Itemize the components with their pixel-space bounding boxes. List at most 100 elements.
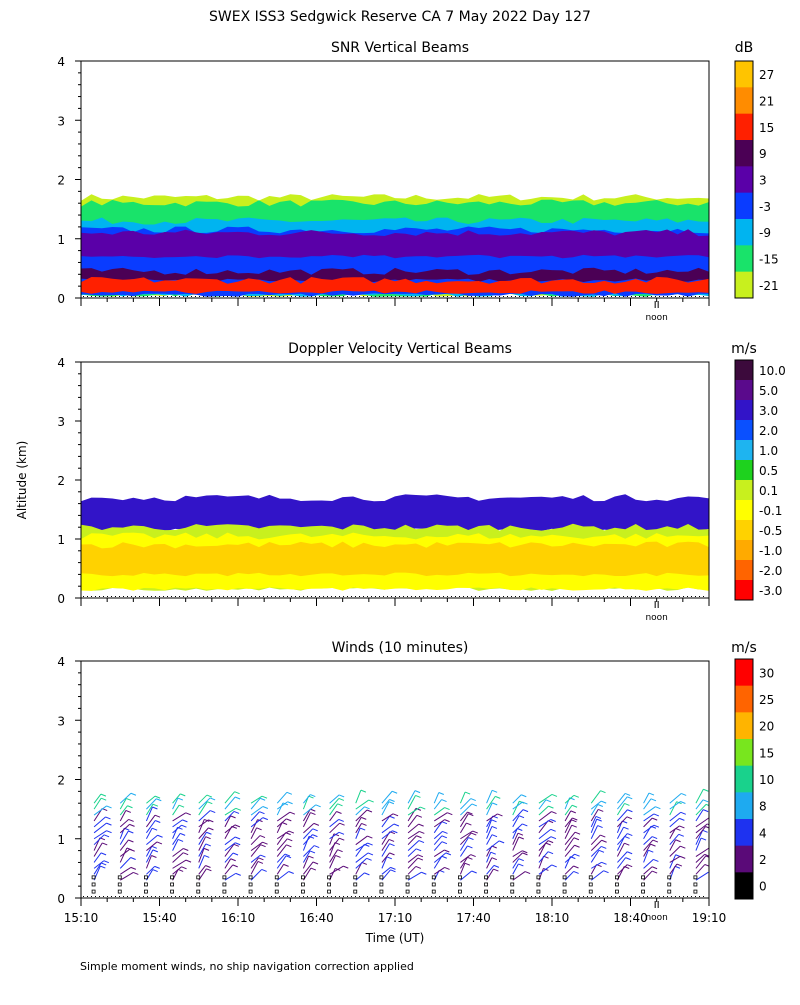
wind-barb-flag [288, 830, 295, 834]
wind-barb-flag [681, 793, 687, 796]
wind-barb-flag [288, 871, 294, 874]
wind-barb [564, 794, 575, 804]
wind-barb [119, 805, 128, 816]
calm-marker [117, 882, 122, 887]
wind-barb [198, 836, 207, 851]
wind-barb-flag [415, 794, 421, 798]
wind-profile [536, 793, 558, 894]
calm-marker [615, 882, 619, 887]
wind-barb [355, 823, 362, 834]
wind-barb-flag [262, 817, 268, 821]
wind-barb [276, 844, 287, 857]
wind-barb-flag [308, 855, 314, 859]
wind-barb [329, 865, 344, 875]
y-axis-label: Altitude (km) [15, 441, 29, 520]
colorbar-swatch [735, 113, 753, 141]
wind-barb-flag [127, 805, 133, 809]
wind-barb [276, 801, 288, 810]
wind-barb-flag [445, 852, 452, 856]
colorbar-swatch [735, 792, 753, 820]
wind-barb-flag [574, 844, 580, 848]
wind-barb [643, 836, 653, 846]
wind-barb [407, 823, 419, 834]
wind-barb-flag [284, 853, 291, 857]
wind-barb-flag [181, 866, 187, 870]
colorbar-frame [734, 658, 754, 900]
colorbar-label: 21 [759, 95, 774, 109]
wind-barb-flag [705, 826, 709, 829]
wind-barb [172, 859, 187, 869]
wind-barb [276, 871, 290, 881]
wind-barb [538, 799, 547, 810]
wind-barb [669, 825, 680, 834]
wind-barb-flag [518, 858, 524, 862]
colorbar-swatch [735, 420, 753, 441]
wind-barb-flag [338, 818, 344, 822]
wind-barb-flag [367, 835, 373, 839]
wind-barb-flag [205, 836, 211, 840]
wind-barb [433, 849, 445, 857]
wind-barb-flag [180, 793, 186, 797]
wind-barb [460, 811, 468, 822]
wind-barb-flag [414, 790, 421, 794]
wind-barb-flag [283, 863, 289, 867]
colorbar-swatch [735, 845, 753, 873]
wind-barb-flag [650, 843, 656, 847]
wind-barb [119, 792, 132, 804]
wind-barb-flag [234, 796, 241, 800]
calm-marker [405, 889, 410, 894]
wind-barb [407, 795, 416, 810]
calm-marker [693, 882, 698, 887]
wind-barb [303, 804, 316, 816]
wind-barb-flag [444, 819, 450, 823]
wind-barb [590, 804, 599, 816]
wind-barb [119, 866, 132, 875]
wind-barb-flag [310, 808, 316, 812]
colorbar-label: -3.0 [759, 584, 782, 598]
wind-barb [381, 813, 394, 822]
wind-barb-flag [287, 838, 293, 842]
wind-barb [93, 852, 102, 863]
wind-barb [93, 793, 102, 804]
wind-barb-flag [471, 870, 477, 874]
wind-barb-flag [133, 871, 139, 875]
wind-barb-flag [233, 810, 240, 814]
calm-marker [327, 889, 331, 894]
wind-barb-flag [337, 803, 343, 807]
wind-barb-flag [415, 807, 422, 811]
wind-barb-flag [393, 823, 400, 827]
wind-barb [460, 870, 473, 881]
wind-barb [250, 857, 259, 869]
wind-barb [302, 812, 311, 828]
wind-barb-flag [680, 855, 686, 859]
wind-barb [198, 843, 207, 857]
wind-barb [512, 850, 523, 857]
wind-profile [484, 789, 505, 894]
wind-barb-flag [470, 854, 476, 858]
colorbar-frame [734, 359, 754, 601]
wind-barb-flag [368, 799, 374, 803]
wind-barb [512, 801, 523, 810]
wind-barb [146, 795, 156, 804]
y-tick-label: 4 [57, 356, 65, 370]
wind-barb-flag [261, 868, 267, 872]
colorbar-swatch [735, 480, 753, 501]
wind-barb-flag [185, 859, 192, 863]
wind-barb-flag [493, 868, 499, 872]
wind-barb-flag [651, 870, 658, 874]
wind-barb [617, 796, 628, 810]
calm-marker [458, 882, 462, 887]
wind-barb [329, 811, 337, 822]
colorbar-label: 2 [759, 853, 767, 867]
calm-marker [248, 882, 253, 887]
calm-marker [353, 889, 358, 894]
wind-barb [355, 872, 365, 881]
wind-barb [381, 823, 395, 834]
wind-barb-flag [257, 860, 264, 864]
colorbar-label: -0.1 [759, 504, 782, 518]
wind-barb [564, 824, 573, 839]
wind-barb-flag [470, 798, 476, 802]
wind-barb-flag [418, 840, 425, 843]
y-tick-label: 3 [57, 114, 65, 128]
